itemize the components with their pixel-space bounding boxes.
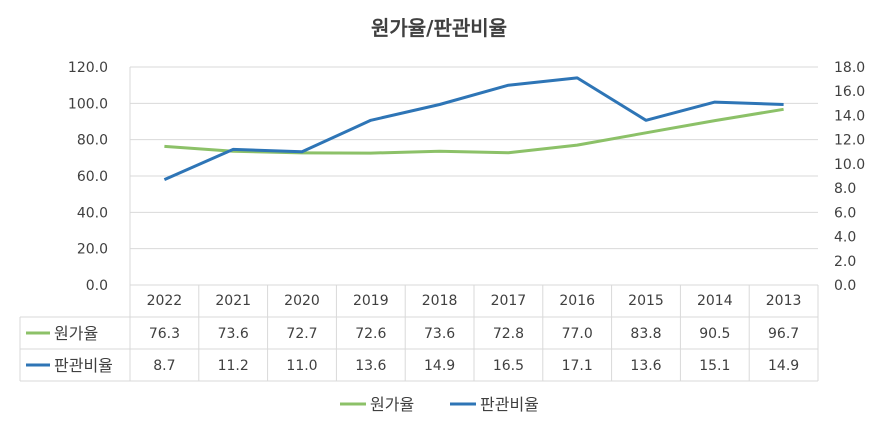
- right-axis: 0.0 2.0 4.0 6.0 8.0 10.0 12.0 14.0 16.0 18.0: [834, 60, 865, 294]
- gridlines: [130, 66, 818, 286]
- category-label: 2015: [628, 293, 664, 309]
- data-label: 72.7: [286, 326, 317, 342]
- left-tick-label: 120.0: [68, 60, 108, 76]
- right-tick-label: 14.0: [834, 108, 865, 124]
- data-label: 8.7: [153, 358, 175, 374]
- data-table: 2022 2021 2020 2019 2018 2017 2016 2015 2014 2013…: [19, 67, 819, 382]
- left-tick-label: 80.0: [77, 133, 108, 149]
- data-label: 72.6: [355, 326, 386, 342]
- right-tick-label: 4.0: [834, 230, 856, 246]
- left-tick-label: 40.0: [77, 205, 108, 221]
- right-tick-label: 0.0: [834, 278, 856, 294]
- data-label: 73.6: [424, 326, 455, 342]
- left-tick-label: 100.0: [68, 96, 108, 112]
- data-label: 76.3: [149, 326, 180, 342]
- data-label: 96.7: [768, 326, 799, 342]
- legend: 원가율 판관비율: [340, 395, 539, 414]
- category-label: 2017: [491, 293, 527, 309]
- left-axis: 0.0 20.0 40.0 60.0 80.0 100.0 120.0: [68, 60, 108, 294]
- data-label: 17.1: [562, 358, 593, 374]
- legend-label: 판관비율: [480, 395, 539, 414]
- series-line: [163, 76, 784, 181]
- data-label: 14.9: [424, 358, 455, 374]
- plot-area: [163, 76, 784, 181]
- right-tick-label: 2.0: [834, 254, 856, 270]
- data-label: 13.6: [355, 358, 386, 374]
- left-tick-label: 20.0: [77, 242, 108, 258]
- data-label: 90.5: [699, 326, 730, 342]
- data-label: 14.9: [768, 358, 799, 374]
- left-tick-label: 60.0: [77, 169, 108, 185]
- category-label: 2016: [559, 293, 595, 309]
- category-label: 2014: [697, 293, 733, 309]
- right-tick-label: 8.0: [834, 181, 856, 197]
- data-label: 72.8: [493, 326, 524, 342]
- data-label: 13.6: [630, 358, 661, 374]
- category-label: 2013: [766, 293, 802, 309]
- data-label: 73.6: [218, 326, 249, 342]
- category-label: 2019: [353, 293, 389, 309]
- left-tick-label: 0.0: [86, 278, 108, 294]
- series-line: [164, 107, 784, 155]
- right-tick-label: 6.0: [834, 205, 856, 221]
- category-label: 2020: [284, 293, 320, 309]
- data-label: 11.0: [286, 358, 317, 374]
- data-label: 83.8: [630, 326, 661, 342]
- legend-label: 원가율: [370, 395, 414, 414]
- category-label: 2022: [147, 293, 183, 309]
- chart-title: 원가율/판관비율: [371, 16, 507, 40]
- data-label: 16.5: [493, 358, 524, 374]
- right-tick-label: 18.0: [834, 60, 865, 76]
- category-label: 2018: [422, 293, 458, 309]
- category-label: 2021: [215, 293, 251, 309]
- data-label: 15.1: [699, 358, 730, 374]
- right-tick-label: 12.0: [834, 133, 865, 149]
- data-label: 77.0: [562, 326, 593, 342]
- table-series-name: 원가율: [54, 324, 98, 343]
- table-series-name: 판관비율: [54, 356, 113, 375]
- right-tick-label: 10.0: [834, 157, 865, 173]
- right-tick-label: 16.0: [834, 84, 865, 100]
- data-label: 11.2: [218, 358, 249, 374]
